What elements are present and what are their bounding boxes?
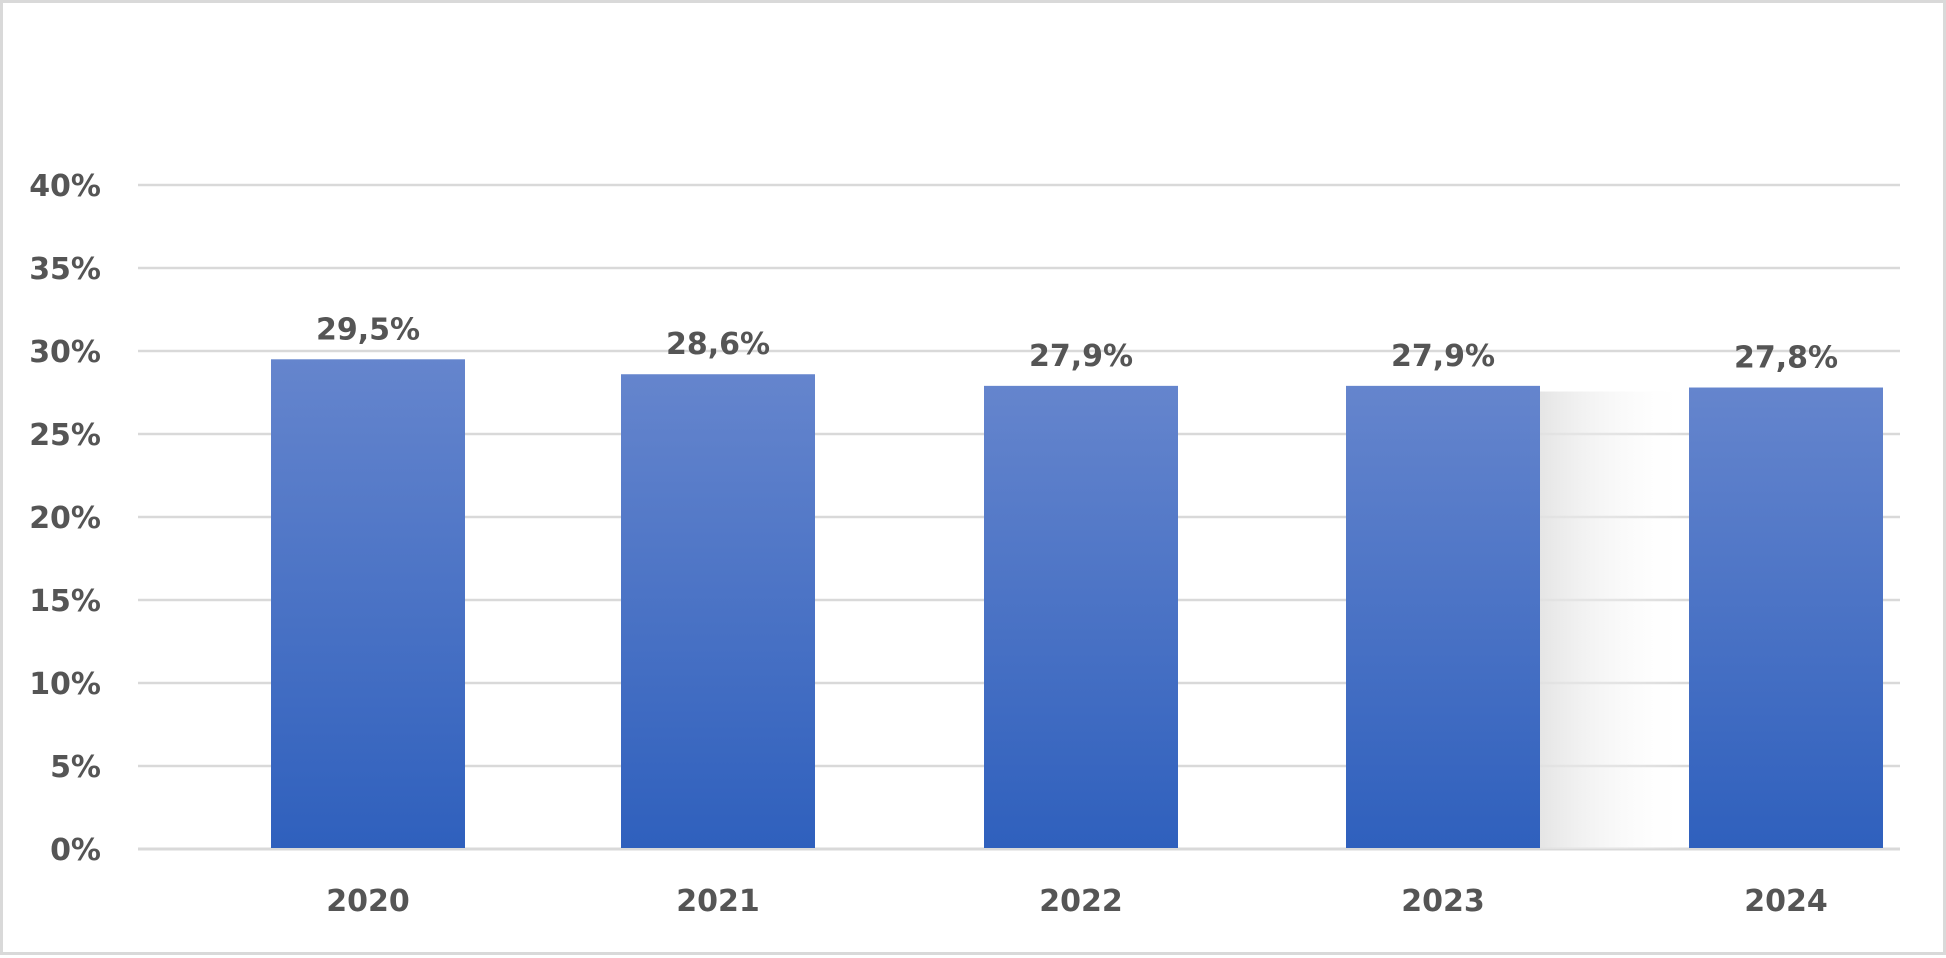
x-tick-label-2022: 2022 <box>1039 884 1123 919</box>
bar-2020 <box>271 359 465 848</box>
x-tick-label-2020: 2020 <box>326 884 410 919</box>
y-tick-label: 5% <box>50 750 101 785</box>
y-tick-label: 35% <box>29 252 101 287</box>
x-tick-label-2023: 2023 <box>1401 884 1485 919</box>
y-tick-label: 15% <box>29 584 101 619</box>
y-axis-tick-labels: 0% 5% 10% 15% 20% 25% 30% 35% 40% <box>29 169 101 868</box>
data-label-2023: 27,9% <box>1391 339 1495 374</box>
x-tick-label-2021: 2021 <box>676 884 760 919</box>
x-axis-tick-labels: 2020 2021 2022 2023 2024 <box>326 884 1828 919</box>
y-tick-label: 0% <box>50 833 101 868</box>
bar-2021 <box>621 374 815 848</box>
data-labels: 29,5% 28,6% 27,9% 27,9% 27,8% <box>316 312 1838 375</box>
data-label-2021: 28,6% <box>666 327 770 362</box>
y-tick-label: 10% <box>29 667 101 702</box>
bar-chart: 0% 5% 10% 15% 20% 25% 30% 35% 40% 29,5% 28,6% 27,9… <box>29 169 1900 919</box>
y-tick-label: 40% <box>29 169 101 204</box>
data-label-2022: 27,9% <box>1029 339 1133 374</box>
y-tick-label: 25% <box>29 418 101 453</box>
y-tick-label: 20% <box>29 501 101 536</box>
bar-2022 <box>984 385 1178 848</box>
y-tick-label: 30% <box>29 335 101 370</box>
data-label-2024: 27,8% <box>1734 341 1838 376</box>
bar-shadow <box>1540 391 1689 849</box>
bar-2024 <box>1689 387 1883 848</box>
bars <box>271 359 1883 849</box>
data-label-2020: 29,5% <box>316 312 420 347</box>
bar-2023 <box>1346 385 1540 848</box>
x-tick-label-2024: 2024 <box>1744 884 1828 919</box>
